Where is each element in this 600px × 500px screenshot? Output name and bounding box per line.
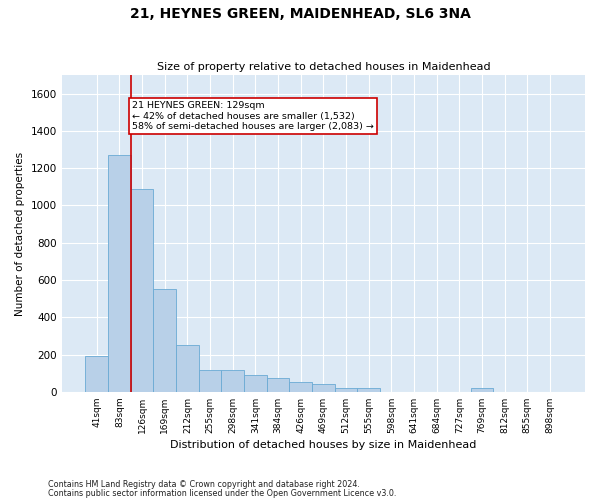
Bar	[85, 356, 108, 392]
Bar	[108, 155, 131, 392]
Bar	[358, 388, 380, 392]
Title: Size of property relative to detached houses in Maidenhead: Size of property relative to detached ho…	[157, 62, 490, 72]
Y-axis label: Number of detached properties: Number of detached properties	[15, 152, 25, 316]
Bar	[244, 375, 266, 392]
Bar	[289, 382, 312, 392]
Text: 21, HEYNES GREEN, MAIDENHEAD, SL6 3NA: 21, HEYNES GREEN, MAIDENHEAD, SL6 3NA	[130, 8, 470, 22]
Bar	[176, 345, 199, 392]
Bar	[131, 188, 154, 392]
Bar	[312, 384, 335, 392]
Text: 21 HEYNES GREEN: 129sqm
← 42% of detached houses are smaller (1,532)
58% of semi: 21 HEYNES GREEN: 129sqm ← 42% of detache…	[132, 101, 374, 131]
Bar	[335, 388, 358, 392]
Bar	[221, 370, 244, 392]
Bar	[266, 378, 289, 392]
Text: Contains HM Land Registry data © Crown copyright and database right 2024.: Contains HM Land Registry data © Crown c…	[48, 480, 360, 489]
Bar	[154, 290, 176, 392]
Bar	[470, 388, 493, 392]
Text: Contains public sector information licensed under the Open Government Licence v3: Contains public sector information licen…	[48, 490, 397, 498]
Bar	[199, 370, 221, 392]
X-axis label: Distribution of detached houses by size in Maidenhead: Distribution of detached houses by size …	[170, 440, 476, 450]
